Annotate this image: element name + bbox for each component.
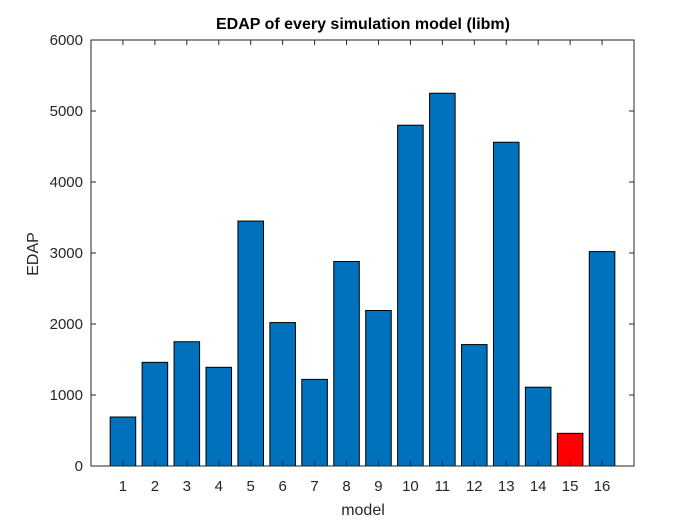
bar-model-10 <box>397 124 424 467</box>
bar-model-13 <box>492 141 520 467</box>
bar-model-4 <box>205 366 233 467</box>
y-tick-label: 2000 <box>50 316 83 333</box>
y-tick-label: 5000 <box>50 103 83 120</box>
x-tick-label: 6 <box>278 478 286 495</box>
bar-model-3 <box>173 341 201 467</box>
axes-layer <box>90 39 635 467</box>
y-tick-label: 1000 <box>50 387 83 404</box>
bar-model-2 <box>141 361 169 467</box>
bar-model-11 <box>429 92 456 467</box>
chart-title: EDAP of every simulation model (libm) <box>216 16 510 33</box>
y-tick-label: 0 <box>75 458 83 475</box>
x-tick-label: 7 <box>310 478 318 495</box>
y-tick-label: 3000 <box>50 245 83 262</box>
x-tick-label: 3 <box>183 478 191 495</box>
x-tick-label: 5 <box>247 478 255 495</box>
y-axis-label: EDAP <box>25 232 42 276</box>
x-tick-label: 2 <box>151 478 159 495</box>
x-tick-label: 15 <box>562 478 579 495</box>
bar-model-7 <box>301 378 328 467</box>
x-tick-label: 8 <box>342 478 350 495</box>
bar-model-14 <box>524 386 552 467</box>
bars-layer <box>109 92 616 467</box>
plot-frame <box>90 39 635 467</box>
bar-model-12 <box>461 344 488 467</box>
bar-model-15 <box>556 432 584 467</box>
y-tick-label: 6000 <box>50 32 83 49</box>
x-tick-label: 9 <box>374 478 382 495</box>
bar-model-8 <box>333 261 360 467</box>
bar-model-1 <box>109 416 137 467</box>
x-tick-label: 4 <box>215 478 223 495</box>
bar-model-9 <box>365 310 392 467</box>
bar-model-16 <box>588 251 616 467</box>
x-tick-label: 13 <box>498 478 515 495</box>
y-tick-label: 4000 <box>50 174 83 191</box>
x-tick-label: 11 <box>435 478 451 495</box>
x-tick-label: 10 <box>402 478 419 495</box>
x-tick-label: 1 <box>119 478 127 495</box>
x-tick-label: 14 <box>530 478 547 495</box>
bar-model-6 <box>269 322 296 467</box>
x-tick-label: 12 <box>466 478 483 495</box>
x-tick-label: 16 <box>594 478 611 495</box>
x-axis-label: model <box>341 502 385 519</box>
bar-model-5 <box>237 220 264 467</box>
